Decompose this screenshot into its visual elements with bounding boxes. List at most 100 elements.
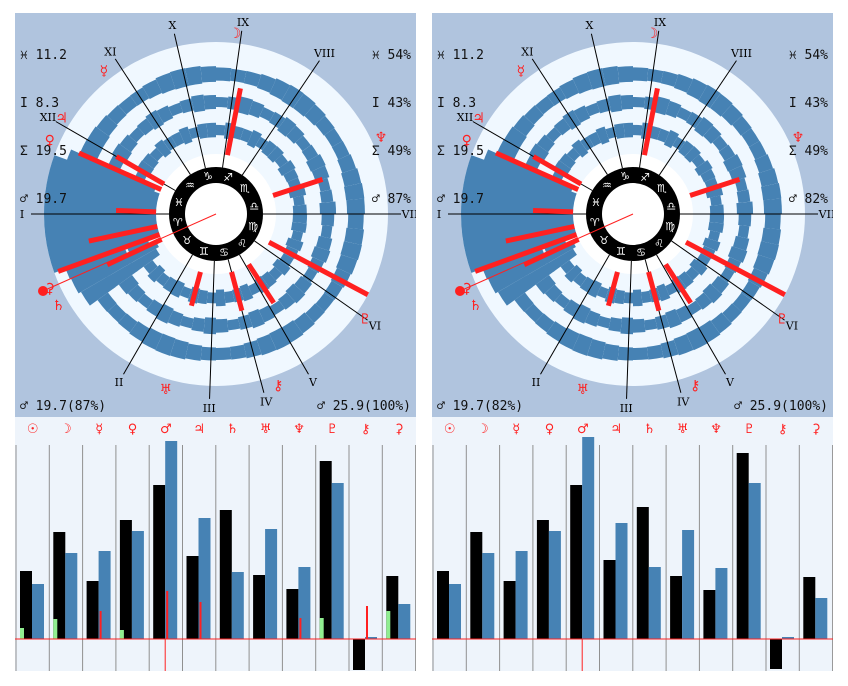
ring-segment xyxy=(623,122,633,138)
ring-segment xyxy=(143,260,158,274)
chiron-glyph: ⚷ xyxy=(690,378,700,394)
astro-wheel: ♈♉♊♋♌♍♎♏♐♑♒♓IIIIIIIVVVIVIIVIIIIXXXIXII☽♆… xyxy=(432,13,833,417)
ring-segment xyxy=(136,160,155,176)
ring-segment xyxy=(722,303,742,323)
planet-spoke xyxy=(494,150,580,192)
house-line xyxy=(658,60,737,176)
ring-segment xyxy=(302,267,318,283)
ring-segment xyxy=(256,333,277,356)
ring-segment xyxy=(709,214,725,224)
bar xyxy=(165,441,178,639)
ring-segment xyxy=(227,318,241,331)
stat-row: ♓ 54% xyxy=(781,48,828,64)
bar xyxy=(319,618,324,639)
ring-segment xyxy=(240,128,253,143)
stat-value: 11.2 xyxy=(452,48,484,63)
ring-segment xyxy=(162,276,178,293)
pluto-glyph: ♇ xyxy=(776,311,789,327)
bar xyxy=(319,461,332,639)
bar xyxy=(515,551,528,639)
ring-segment xyxy=(686,327,708,351)
stat-row: ♂ 19.7 xyxy=(20,192,67,208)
house-label: III xyxy=(203,402,216,415)
zodiac-sign: ♉ xyxy=(182,234,192,247)
category-label: ⚳ xyxy=(811,422,821,437)
ring-segment xyxy=(694,116,714,137)
bar xyxy=(770,639,782,669)
ring-segment xyxy=(728,165,747,182)
ring-segment xyxy=(311,165,330,182)
ring-segment xyxy=(721,104,743,126)
astro-wheel: ♈♉♊♋♌♍♎♏♐♑♒♓IIIIIIIVVVIVIIVIIIIXXXIXII☽♆… xyxy=(15,13,416,417)
ring-segment xyxy=(346,198,365,214)
category-label: ♄ xyxy=(227,422,239,437)
ring-segment xyxy=(340,241,362,261)
stat-value: 54% xyxy=(387,48,411,63)
house-label: III xyxy=(620,402,633,415)
jupiter-glyph: ♃ xyxy=(472,111,485,127)
planet-spoke xyxy=(272,177,324,198)
zodiac-sign: ♊ xyxy=(199,245,209,258)
zodiac-sign: ♈ xyxy=(590,216,600,229)
ring-segment xyxy=(741,280,760,301)
category-label: ☉ xyxy=(444,422,456,437)
bar-chart: ☉ ☽ ☿ ♀ ♂ ♃ ♄ ♅ ♆ ♇ ⚷ ⚳ xyxy=(15,417,416,671)
bar xyxy=(670,576,683,639)
ring-segment xyxy=(97,292,117,312)
ring-segment xyxy=(602,65,620,86)
zodiac-sign: ♏ xyxy=(240,182,250,195)
stat-row: Σ 19.5 xyxy=(437,144,484,160)
stat-value: 49% xyxy=(804,144,828,159)
ring-segment xyxy=(654,96,671,116)
zodiac-sign: ♓ xyxy=(591,196,601,209)
ring-segment xyxy=(497,276,533,306)
ring-segment xyxy=(168,102,183,117)
ring-segment xyxy=(524,303,544,323)
ring-segment xyxy=(197,289,208,305)
ring-segment xyxy=(685,266,700,281)
ring-segment xyxy=(487,263,528,294)
ring-segment xyxy=(243,70,262,87)
ring-segment xyxy=(587,131,602,147)
ring-segment xyxy=(269,78,291,101)
planet-spoke xyxy=(641,87,660,156)
house-label: VI xyxy=(785,319,798,332)
ring-segment xyxy=(712,135,728,152)
ring-segment xyxy=(736,189,751,203)
ring-segment xyxy=(337,154,357,173)
pointer-line xyxy=(459,213,634,292)
bar-chart-svg: ☉ ☽ ☿ ♀ ♂ ♃ ♄ ♅ ♆ ♇ ⚷ ⚳ xyxy=(432,422,833,671)
bar xyxy=(582,437,595,639)
ring-segment xyxy=(559,153,576,169)
category-label: ♃ xyxy=(610,422,622,437)
ring-segment xyxy=(758,168,779,187)
ring-segment xyxy=(272,258,291,276)
wheel-svg: ♈♉♊♋♌♍♎♏♐♑♒♓IIIIIIIVVVIVIIVIIIIXXXIXII☽♆… xyxy=(437,16,833,415)
ring-segment xyxy=(277,159,296,176)
uranus-glyph: ♅ xyxy=(577,382,590,398)
ring-segment xyxy=(305,303,325,323)
ring-segment xyxy=(277,116,297,137)
stat-value: 54% xyxy=(804,48,828,63)
ring-segment xyxy=(216,124,226,136)
ring-segment xyxy=(129,127,145,143)
zodiac-sign: ♌ xyxy=(654,237,664,250)
ring-segment xyxy=(665,282,678,296)
ring-segment xyxy=(602,343,620,361)
bar xyxy=(748,483,761,639)
ring-segment xyxy=(290,222,307,233)
ring-segment xyxy=(665,308,682,329)
ring-segment xyxy=(686,300,702,316)
ring-segment xyxy=(70,263,111,294)
house-line xyxy=(241,60,320,176)
ring-segment xyxy=(617,66,633,83)
ring-segment xyxy=(324,280,343,301)
ring-segment xyxy=(246,129,263,149)
ring-segment xyxy=(147,264,166,283)
stat-row: I 43% xyxy=(364,96,411,112)
footer-right: ♂ 25.9(100%) xyxy=(734,399,828,414)
ring-segment xyxy=(305,153,326,172)
ring-segment xyxy=(633,347,649,361)
ring-segment xyxy=(170,338,189,360)
ring-segment xyxy=(292,214,308,224)
